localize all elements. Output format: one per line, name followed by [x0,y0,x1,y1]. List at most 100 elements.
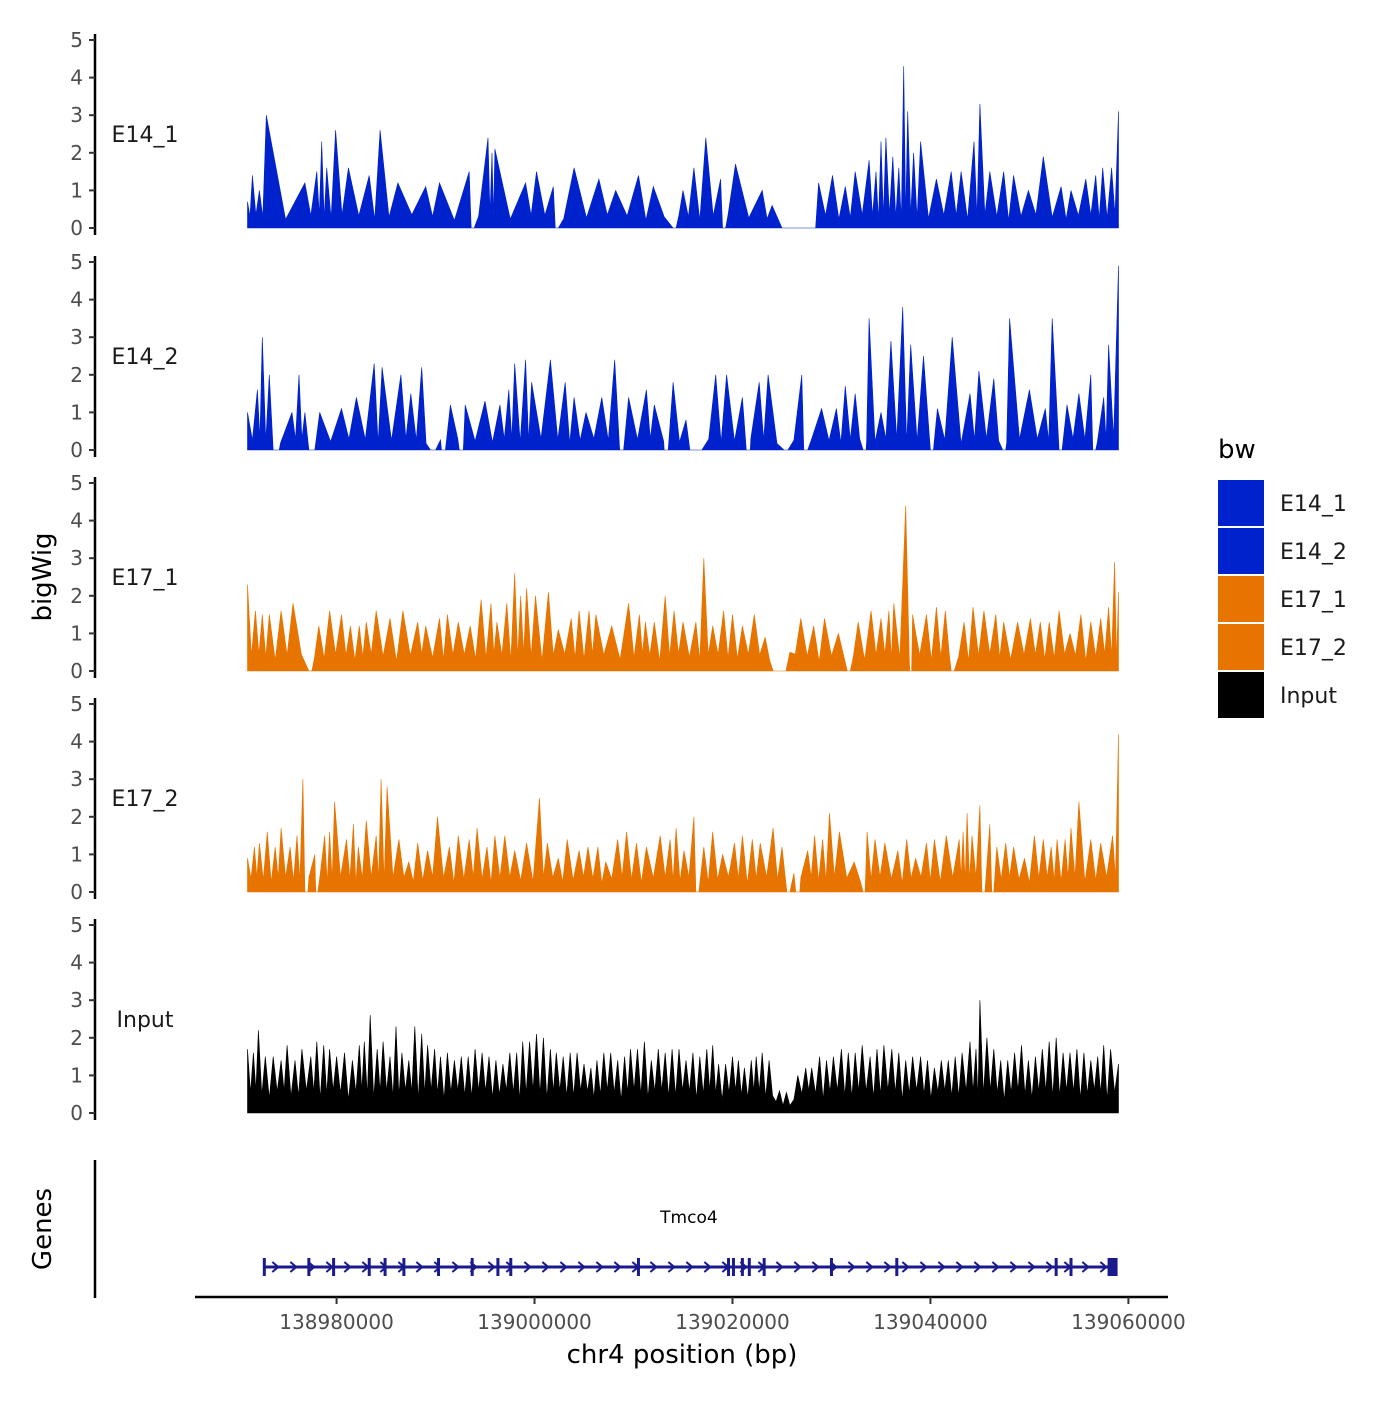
track-e14-2: 0 1 2 3 4 5 E14_2 [70,250,1119,462]
track-e17-2: 0 1 2 3 4 5 E17_2 [70,692,1119,904]
strand-arrow [883,1261,892,1273]
gene-name: Tmco4 [659,1208,718,1228]
y-axis-title: bigWig [28,532,58,621]
strand-arrow [505,1261,514,1273]
x-tick-label: 138980000 [279,1310,394,1334]
y-tick-label: 0 [70,659,83,683]
y-tick-label: 2 [70,363,83,387]
exon [731,1258,735,1276]
x-axis-title: chr4 position (bp) [567,1340,798,1370]
strand-arrow [667,1261,676,1273]
strand-arrow [271,1261,280,1273]
track-e17-1: 0 1 2 3 4 5 E17_1 [70,471,1119,683]
exon [496,1258,500,1276]
strand-arrow [1081,1261,1090,1273]
x-tick-label: 139020000 [675,1310,790,1334]
strand-arrow [865,1261,874,1273]
signal-area-input [247,1000,1119,1114]
legend-swatch-input [1218,672,1264,718]
strand-arrow [955,1261,964,1273]
legend-label: E14_2 [1280,540,1347,565]
y-tick-label: 4 [70,288,83,312]
signal-area-e17-1 [247,505,1119,672]
exon [1069,1258,1073,1276]
y-tick-label: 3 [70,103,83,127]
strand-arrow [793,1261,802,1273]
y-tick-label: 5 [70,471,83,495]
exon [636,1258,640,1276]
exon [332,1258,336,1276]
y-tick-label: 2 [70,141,83,165]
strand-arrow [451,1261,460,1273]
exon [727,1258,731,1276]
strand-arrow [289,1261,298,1273]
y-tick-label: 5 [70,28,83,52]
strand-arrow [901,1261,910,1273]
exon [307,1258,311,1276]
x-tick-label: 139060000 [1071,1310,1186,1334]
y-tick-label: 4 [70,951,83,975]
y-tick-label: 2 [70,584,83,608]
strand-arrow [559,1261,568,1273]
track-label: E17_1 [112,566,179,591]
track-input: 0 1 2 3 4 5 Input [70,913,1119,1125]
y-tick-label: 1 [70,400,83,424]
track-label: E17_2 [112,787,179,812]
y-tick-label: 3 [70,546,83,570]
strand-arrow [1099,1261,1108,1273]
strand-arrow [649,1261,658,1273]
y-tick-label: 0 [70,438,83,462]
strand-arrow [613,1261,622,1273]
y-tick-label: 1 [70,621,83,645]
strand-arrow [703,1261,712,1273]
y-tick-label: 0 [70,880,83,904]
track-label: E14_2 [112,345,179,370]
y-tick-label: 2 [70,1026,83,1050]
exon [829,1258,833,1276]
legend-label: E17_2 [1280,636,1347,661]
exon [1054,1258,1058,1276]
legend-swatch-e17-2 [1218,624,1264,670]
legend-label: E14_1 [1280,492,1347,517]
exon [895,1258,899,1276]
y-tick-label: 3 [70,325,83,349]
y-tick-label: 5 [70,913,83,937]
strand-arrow [577,1261,586,1273]
y-tick-label: 4 [70,66,83,90]
track-e14-1: 0 1 2 3 4 5 E14_1 [70,28,1119,240]
exon [470,1258,474,1276]
y-tick-label: 4 [70,730,83,754]
strand-arrow [991,1261,1000,1273]
exon [437,1258,441,1276]
y-tick-label: 3 [70,767,83,791]
legend: bw E14_1 E14_2 E17_1 E17_2 Input [1218,435,1347,718]
strand-arrow [523,1261,532,1273]
y-tick-label: 0 [70,216,83,240]
strand-arrow [1027,1261,1036,1273]
exon [367,1258,371,1276]
strand-arrow [685,1261,694,1273]
strand-arrow [937,1261,946,1273]
legend-title: bw [1218,435,1256,465]
exon [262,1258,266,1276]
exon [762,1258,766,1276]
y-tick-label: 5 [70,250,83,274]
tracks-group: 0 1 2 3 4 5 E14_1 0 1 2 3 4 5 E14_2 0 1 2 3 4 5 E17_1 0 1 2 3 4 5 E… [70,28,1119,1125]
strand-arrow [541,1261,550,1273]
legend-swatch-e14-1 [1218,480,1264,526]
y-tick-label: 1 [70,842,83,866]
y-tick-label: 1 [70,178,83,202]
y-tick-label: 1 [70,1063,83,1087]
y-tick-label: 4 [70,509,83,533]
genes-axis-title: Genes [28,1188,58,1270]
strand-arrow [919,1261,928,1273]
strand-arrow [811,1261,820,1273]
exon [383,1258,387,1276]
exon [1107,1258,1118,1276]
legend-swatch-e17-1 [1218,576,1264,622]
gene-panel: Tmco4 [93,1160,1118,1298]
strand-arrow [433,1261,442,1273]
legend-label: E17_1 [1280,588,1347,613]
